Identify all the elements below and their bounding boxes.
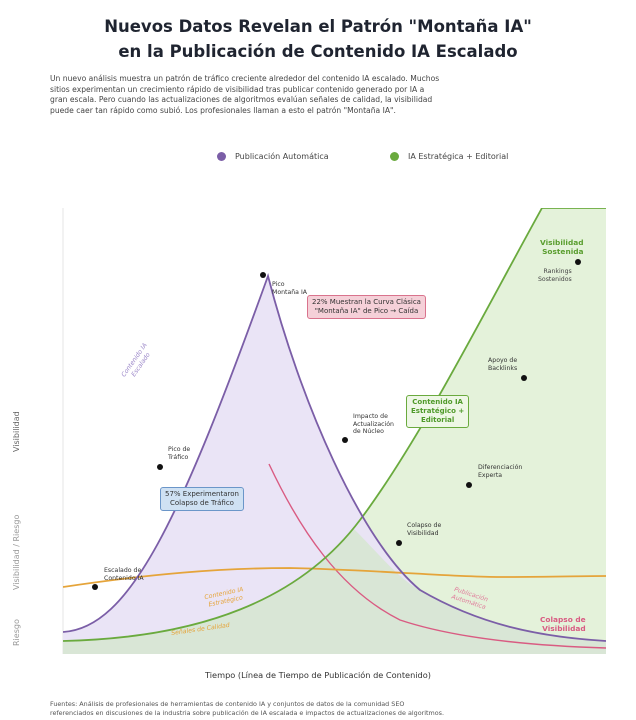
zone-colapso-visibilidad: Colapso de Visibilidad — [540, 615, 586, 633]
y-label-visibilidad: Visibilidad — [12, 411, 21, 452]
callout-57-percent: 57% Experimentaron Colapso de Tráfico — [160, 487, 244, 511]
orange-quality-line — [63, 567, 606, 588]
green-strategic-line — [63, 208, 606, 642]
subtitle: Un nuevo análisis muestra un patrón de t… — [50, 74, 440, 115]
annotation-diferenciacion: Diferenciación Experta — [478, 464, 523, 479]
annotation-escalado: Escalado de Contenido IA — [104, 567, 144, 582]
annotation-pico-trafico: Pico de Tráfico — [168, 446, 191, 461]
title-line-1: Nuevos Datos Revelan el Patrón "Montaña … — [104, 17, 532, 36]
sources-footnote: Fuentes: Análisis de profesionales de he… — [50, 700, 445, 717]
y-label-riesgo: Riesgo — [12, 619, 21, 646]
callout-22-percent: 22% Muestran la Curva Clásica "Montaña I… — [307, 295, 426, 319]
legend-item-strategic: IA Estratégica + Editorial — [390, 152, 508, 161]
callout-strategic-editorial: Contenido IA Estratégico + Editorial — [406, 395, 470, 428]
purple-automatic-line — [63, 272, 606, 642]
pink-risk-line — [268, 463, 606, 649]
purple-area — [63, 276, 606, 654]
data-points — [92, 259, 581, 590]
page-title: Nuevos Datos Revelan el Patrón "Montaña … — [0, 14, 636, 64]
annotation-rankings: Rankings Sostenidos — [538, 268, 572, 283]
legend-dot-purple-icon — [217, 152, 226, 161]
y-label-visibilidad-riesgo: Visibilidad / Riesgo — [12, 514, 21, 590]
annotation-colapso-visibilidad: Colapso de Visibilidad — [407, 522, 442, 537]
legend-label: Publicación Automática — [235, 152, 329, 161]
annotation-impacto: Impacto de Actualización de Núcleo — [353, 413, 394, 435]
x-axis-label: Tiempo (Línea de Tiempo de Publicación d… — [205, 670, 431, 680]
title-line-2: en la Publicación de Contenido IA Escala… — [118, 42, 518, 61]
legend-dot-green-icon — [390, 152, 399, 161]
zone-visibilidad-sostenida: Visibilidad Sostenida — [540, 238, 584, 256]
annotation-pico-montana: Pico Montaña IA — [272, 281, 308, 296]
green-area — [63, 208, 606, 654]
legend-label: IA Estratégica + Editorial — [408, 152, 509, 161]
annotation-backlinks: Apoyo de Backlinks — [488, 357, 518, 372]
legend-item-automatic: Publicación Automática — [217, 152, 329, 161]
overlap-area — [63, 528, 606, 654]
